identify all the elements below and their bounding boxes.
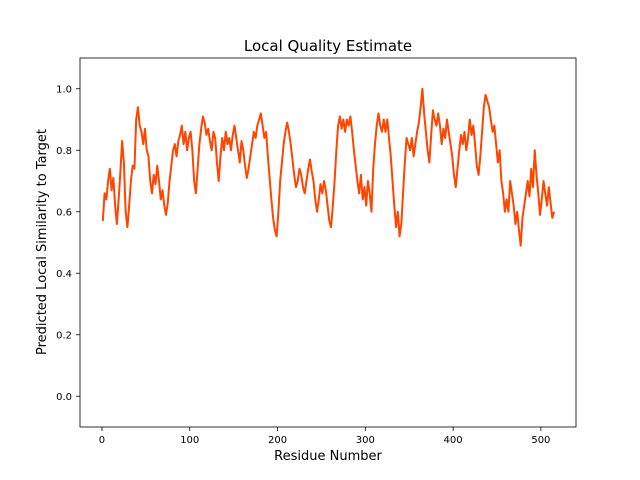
y-tick-label: 0.2 [56,330,72,341]
y-axis-label: Predicted Local Similarity to Target [35,129,50,355]
x-tick-label: 300 [356,435,375,446]
y-tick-label: 1.0 [56,84,72,95]
y-tick-label: 0.8 [56,146,72,157]
series-line [101,87,556,247]
x-tick-label: 0 [99,435,105,446]
y-tick-label: 0.4 [56,269,72,280]
y-tick-label: 0.6 [56,207,72,218]
chart-title: Local Quality Estimate [244,37,412,55]
plot-area [101,87,556,247]
y-axis: 0.0 0.2 0.4 0.6 0.8 1.0 [56,84,80,403]
x-tick-label: 500 [531,435,550,446]
x-axis-label: Residue Number [274,449,382,464]
x-tick-label: 100 [180,435,199,446]
plot-frame [79,57,577,428]
x-tick-label: 200 [268,435,287,446]
x-axis: 0 100 200 300 400 500 [99,427,550,446]
y-tick-label: 0.0 [56,392,72,403]
x-tick-label: 400 [444,435,463,446]
